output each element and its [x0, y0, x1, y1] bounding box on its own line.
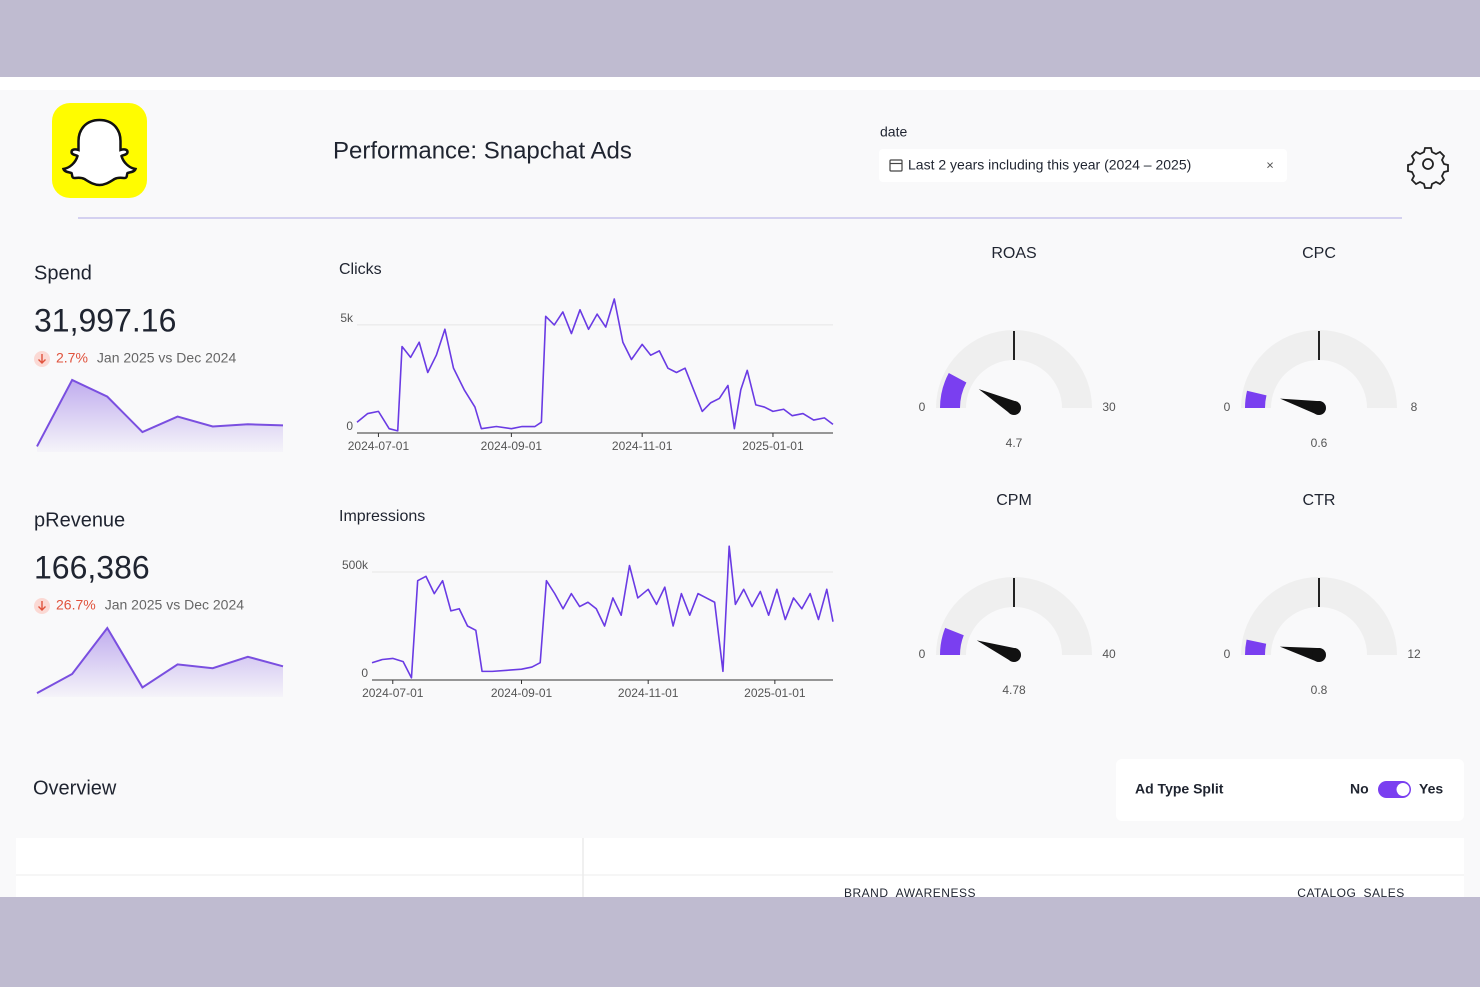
gauge-min: 0 — [919, 647, 926, 661]
page-title: Performance: Snapchat Ads — [333, 137, 632, 164]
kpi-comparison: Jan 2025 vs Dec 2024 — [97, 350, 237, 366]
x-tick-label: 2024-07-01 — [362, 686, 424, 700]
gauge-fill — [1245, 390, 1267, 408]
gauge-min: 0 — [1224, 647, 1231, 661]
line-series — [371, 545, 834, 679]
change-arrow — [38, 601, 46, 611]
gauge-track — [936, 330, 1092, 408]
gauge-hub — [1312, 648, 1326, 662]
gauge-fill — [940, 373, 967, 408]
x-tick-label: 2024-09-01 — [491, 686, 553, 700]
y-tick-label: 500k — [342, 558, 369, 572]
kpi-change: 26.7% — [56, 597, 96, 613]
gauge-value: 0.8 — [1311, 683, 1328, 697]
gauge-hub — [1312, 401, 1326, 415]
kpi-change: 2.7% — [56, 350, 88, 366]
chart-title: Impressions — [339, 508, 425, 525]
toggle-card — [1116, 759, 1464, 821]
filter-label: date — [880, 124, 907, 140]
gauge-max: 30 — [1102, 400, 1116, 414]
x-tick-label: 2024-11-01 — [612, 439, 673, 453]
top-strip — [0, 77, 1480, 90]
ghost-icon — [61, 118, 138, 187]
y-tick-label: 5k — [340, 311, 354, 325]
kpi-title: Spend — [34, 262, 92, 284]
x-tick-label: 2024-09-01 — [481, 439, 543, 453]
gauge-needle — [976, 640, 1017, 662]
gauge-track — [936, 577, 1092, 655]
kpi-title: pRevenue — [34, 509, 125, 531]
gauge-max: 40 — [1102, 647, 1116, 661]
x-tick-label: 2024-07-01 — [348, 439, 410, 453]
sparkline-area — [37, 380, 283, 452]
section-title: Overview — [33, 777, 117, 799]
gauge-max: 8 — [1411, 400, 1418, 414]
sparkline — [36, 626, 284, 695]
gauge-track — [1241, 577, 1397, 655]
gauge-needle — [1280, 398, 1321, 415]
toggle-off: No — [1350, 781, 1369, 797]
toggle-knob — [1396, 783, 1410, 796]
change-arrow — [38, 354, 46, 364]
gauge-title: ROAS — [991, 245, 1036, 262]
kpi-value: 166,386 — [34, 549, 150, 585]
date-filter[interactable] — [879, 149, 1287, 182]
gauge-min: 0 — [919, 400, 926, 414]
y-tick-label: 0 — [346, 419, 353, 433]
sparkline-area — [37, 628, 283, 697]
gauge-value: 4.78 — [1002, 683, 1026, 697]
gauge-title: CTR — [1303, 492, 1336, 509]
gauge-title: CPM — [996, 492, 1032, 509]
gauge-value: 0.6 — [1311, 436, 1328, 450]
calendar-icon — [889, 159, 903, 172]
x-tick-label: 2025-01-01 — [744, 686, 806, 700]
y-tick-label: 0 — [361, 666, 368, 680]
gauge-min: 0 — [1224, 400, 1231, 414]
gauge-title: CPC — [1302, 245, 1336, 262]
settings-icon[interactable] — [1407, 147, 1449, 189]
gauge-max: 12 — [1407, 647, 1421, 661]
toggle-label: Ad Type Split — [1135, 781, 1224, 797]
x-tick-label: 2025-01-01 — [742, 439, 804, 453]
gauge-needle — [1279, 646, 1321, 662]
column-header: BRAND_AWARENESS — [844, 886, 976, 900]
gauge-fill — [940, 627, 964, 655]
gauge-hub — [1007, 648, 1021, 662]
date-filter-value: Last 2 years including this year (2024 –… — [908, 157, 1191, 173]
gauge-track — [1241, 330, 1397, 408]
column-header: CATALOG_SALES — [1297, 886, 1404, 900]
clear-button[interactable]: × — [1266, 157, 1274, 172]
sparkline — [36, 378, 284, 447]
kpi-comparison: Jan 2025 vs Dec 2024 — [105, 597, 245, 613]
gauge-value: 4.7 — [1006, 436, 1023, 450]
gauge-fill — [1245, 639, 1267, 655]
gauge-hub — [1007, 401, 1021, 415]
toggle-on: Yes — [1419, 781, 1443, 797]
kpi-value: 31,997.16 — [34, 302, 176, 338]
line-series — [356, 298, 834, 432]
chart-title: Clicks — [339, 261, 382, 278]
table — [16, 838, 1464, 897]
x-tick-label: 2024-11-01 — [618, 686, 679, 700]
